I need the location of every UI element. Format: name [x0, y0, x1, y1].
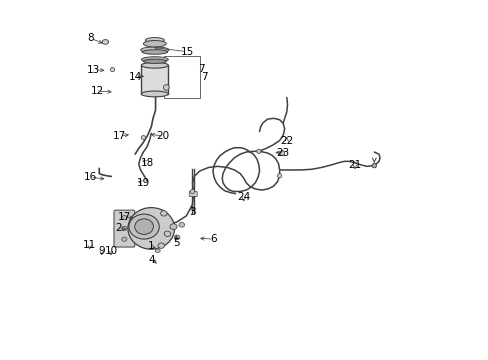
Text: 20: 20: [156, 131, 169, 141]
Ellipse shape: [143, 41, 166, 47]
Circle shape: [279, 150, 284, 156]
Ellipse shape: [135, 219, 153, 234]
Text: 18: 18: [140, 158, 153, 168]
Text: 19: 19: [137, 178, 150, 188]
Circle shape: [371, 163, 376, 168]
Text: 7: 7: [201, 72, 208, 82]
Ellipse shape: [141, 91, 168, 97]
Circle shape: [190, 189, 194, 194]
Ellipse shape: [160, 211, 167, 216]
Ellipse shape: [164, 231, 170, 237]
FancyBboxPatch shape: [189, 192, 197, 197]
Ellipse shape: [128, 208, 174, 249]
Ellipse shape: [174, 235, 180, 240]
Ellipse shape: [179, 222, 184, 227]
Text: 21: 21: [347, 160, 361, 170]
Text: 7: 7: [198, 64, 204, 74]
Text: 12: 12: [91, 86, 104, 96]
Text: 6: 6: [210, 234, 217, 244]
FancyBboxPatch shape: [114, 210, 135, 247]
Ellipse shape: [102, 40, 108, 44]
Text: 3: 3: [189, 207, 195, 217]
Ellipse shape: [122, 216, 126, 220]
Circle shape: [277, 174, 281, 178]
Ellipse shape: [158, 243, 164, 248]
Ellipse shape: [129, 214, 159, 239]
Bar: [141, 65, 168, 94]
Text: 15: 15: [180, 46, 193, 57]
Ellipse shape: [122, 226, 126, 230]
Text: 2: 2: [115, 224, 122, 233]
Text: 8: 8: [87, 33, 94, 43]
Ellipse shape: [143, 59, 166, 63]
Text: 23: 23: [276, 148, 289, 158]
Ellipse shape: [169, 224, 177, 229]
Text: 4: 4: [148, 255, 155, 265]
Text: 17: 17: [118, 212, 131, 221]
Text: 16: 16: [83, 172, 97, 182]
Ellipse shape: [141, 47, 169, 53]
Ellipse shape: [141, 57, 168, 62]
Circle shape: [163, 85, 169, 90]
Ellipse shape: [155, 249, 160, 252]
Ellipse shape: [142, 50, 167, 54]
Text: 11: 11: [83, 239, 96, 249]
Ellipse shape: [145, 37, 164, 43]
Ellipse shape: [141, 62, 168, 68]
Circle shape: [141, 135, 145, 140]
Text: 1: 1: [148, 241, 154, 251]
Text: 9: 9: [98, 246, 105, 256]
Text: 10: 10: [104, 246, 118, 256]
Text: 17: 17: [113, 131, 126, 141]
Text: 14: 14: [128, 72, 142, 82]
Circle shape: [110, 67, 115, 72]
Circle shape: [256, 149, 261, 153]
Text: 24: 24: [237, 192, 250, 202]
Text: 5: 5: [173, 238, 179, 248]
Text: 22: 22: [280, 136, 293, 146]
Ellipse shape: [122, 237, 126, 241]
Text: 13: 13: [87, 64, 101, 75]
